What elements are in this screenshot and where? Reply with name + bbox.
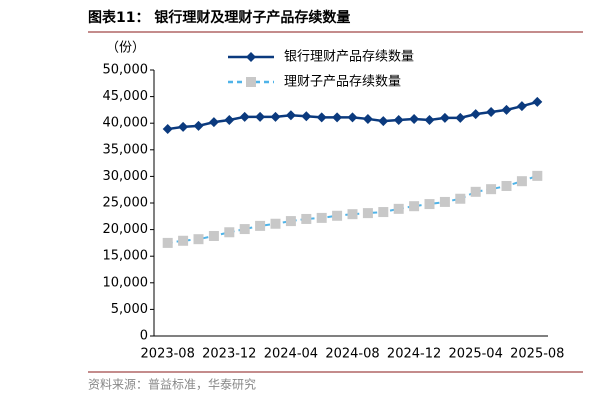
point: [532, 96, 543, 107]
x-tick-label: 2025-08: [510, 347, 564, 362]
point: [424, 115, 435, 126]
point: [332, 112, 343, 123]
point: [301, 213, 312, 224]
legend-marker: [246, 52, 256, 62]
y-tick-label: 0: [140, 329, 148, 344]
point: [301, 111, 312, 122]
point: [501, 180, 512, 191]
point: [255, 111, 266, 122]
point: [224, 227, 235, 238]
point: [239, 224, 250, 235]
y-tick-label: 10,000: [103, 275, 149, 290]
point: [439, 196, 450, 207]
y-axis-label: （份）: [106, 41, 145, 56]
y-tick-label: 50,000: [103, 63, 149, 78]
point: [486, 184, 497, 195]
point: [470, 109, 481, 120]
point: [439, 112, 450, 123]
y-tick-label: 40,000: [103, 116, 149, 131]
point: [270, 218, 281, 229]
point: [409, 201, 420, 212]
point: [393, 203, 404, 214]
source: 资料来源：普益标准，华泰研究: [88, 377, 256, 392]
point: [285, 216, 296, 227]
point: [470, 186, 481, 197]
point: [208, 230, 219, 241]
point: [193, 234, 204, 245]
point: [409, 113, 420, 124]
y-tick-label: 20,000: [103, 222, 149, 237]
point: [347, 112, 358, 123]
y-tick-label: 5,000: [111, 302, 148, 317]
y-tick-label: 35,000: [103, 142, 149, 157]
point: [162, 124, 173, 135]
point: [239, 111, 250, 122]
legend-label: 理财子产品存续数量: [284, 75, 401, 90]
point: [208, 117, 219, 128]
point: [378, 116, 389, 127]
point: [362, 113, 373, 124]
chart-title: 图表11： 银行理财及理财子产品存续数量: [88, 9, 350, 26]
legend-marker: [246, 77, 256, 87]
x-tick-label: 2024-12: [387, 347, 441, 362]
point: [178, 235, 189, 246]
point: [193, 120, 204, 131]
point: [486, 107, 497, 118]
x-tick-label: 2023-08: [141, 347, 195, 362]
point: [501, 104, 512, 115]
point: [362, 208, 373, 219]
y-tick-label: 25,000: [103, 196, 149, 211]
x-tick-label: 2024-08: [325, 347, 379, 362]
point: [285, 110, 296, 121]
point: [516, 101, 527, 112]
point: [316, 112, 327, 123]
y-tick-label: 15,000: [103, 249, 149, 264]
x-tick-label: 2023-12: [202, 347, 256, 362]
y-tick-label: 45,000: [103, 89, 149, 104]
point: [255, 220, 266, 231]
point: [162, 237, 173, 248]
point: [224, 115, 235, 126]
point: [378, 207, 389, 218]
point: [332, 210, 343, 221]
y-tick-label: 30,000: [103, 169, 149, 184]
point: [424, 199, 435, 210]
point: [347, 209, 358, 220]
point: [393, 115, 404, 126]
point: [516, 176, 527, 187]
legend-label: 银行理财产品存续数量: [284, 50, 414, 65]
point: [455, 112, 466, 123]
point: [455, 193, 466, 204]
point: [316, 212, 327, 223]
x-tick-label: 2024-04: [264, 347, 318, 362]
point: [178, 121, 189, 132]
point: [270, 111, 281, 122]
x-tick-label: 2025-04: [449, 347, 503, 362]
point: [532, 170, 543, 181]
